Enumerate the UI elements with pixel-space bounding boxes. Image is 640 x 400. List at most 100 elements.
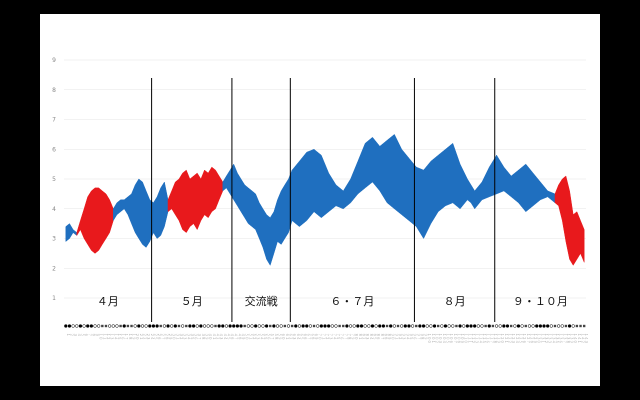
result-marker [107, 324, 112, 328]
result-marker [348, 324, 353, 328]
game-number-label: ２８ [164, 333, 168, 340]
result-marker [235, 324, 239, 328]
game-number-label: ３ [73, 333, 77, 337]
result-marker [352, 324, 356, 328]
game-number-label: １３６ [559, 333, 563, 344]
game-number-label: １１２ [471, 333, 475, 344]
game-number-label: ４６ [230, 333, 234, 340]
game-number-label: １４１ [577, 333, 581, 344]
series-band [76, 187, 114, 254]
result-marker [527, 324, 532, 328]
game-number-label: ３６ [194, 333, 198, 340]
game-number-label: ８９ [387, 333, 391, 340]
result-marker [224, 324, 229, 328]
result-marker [560, 324, 564, 328]
game-number-label: １３７ [562, 333, 566, 344]
result-marker [217, 324, 221, 328]
result-marker [509, 324, 513, 328]
result-marker [316, 324, 320, 328]
period-label: 交流戦 [245, 294, 278, 308]
result-marker [122, 324, 126, 328]
result-marker [170, 324, 174, 328]
game-number-label: １０３ [438, 333, 442, 344]
game-number-label: ８５ [373, 333, 377, 340]
game-number-label: ６７ [307, 333, 311, 340]
result-marker [210, 324, 214, 328]
game-number-label: ５３ [256, 333, 260, 340]
game-number-label: ６８ [310, 333, 314, 340]
result-marker [531, 324, 535, 328]
game-number-label: ２１ [139, 333, 143, 340]
result-marker [465, 324, 469, 328]
result-marker [455, 324, 458, 328]
period-label: ９・１０月 [513, 295, 568, 308]
period-dividers [151, 78, 496, 322]
game-number-label: １３４ [551, 333, 555, 344]
game-number-label: ２２ [143, 333, 147, 340]
result-marker [579, 324, 582, 328]
result-marker [195, 324, 199, 328]
game-number-label: ７７ [343, 333, 347, 340]
game-number-label: ６３ [292, 333, 296, 340]
result-marker [119, 324, 122, 328]
game-number-label: １４ [113, 333, 117, 340]
game-number-label: １２４ [515, 333, 519, 344]
game-number-label: ７４ [332, 333, 336, 340]
result-marker [159, 324, 162, 328]
game-number-label: ９７ [416, 333, 420, 340]
result-marker [64, 324, 68, 328]
result-marker [443, 324, 448, 328]
result-marker [305, 324, 309, 328]
game-number-label: ３９ [205, 333, 209, 340]
result-marker [297, 324, 302, 328]
y-axis: 1 2 3 4 5 6 7 8 9 [52, 57, 56, 302]
game-number-label: ５４ [259, 333, 263, 340]
result-marker [480, 324, 484, 328]
game-number-label: １３９ [570, 333, 574, 344]
result-marker [505, 324, 510, 328]
game-number-label: ２７ [161, 333, 165, 340]
game-number-label: ８３ [365, 333, 369, 340]
result-marker [221, 324, 225, 328]
game-number-label: １３１ [540, 333, 544, 344]
result-marker [246, 324, 250, 328]
game-number-label: １００ [427, 333, 431, 344]
result-marker [418, 324, 422, 328]
game-number-label: ３４ [186, 333, 190, 340]
game-number-label: ８６ [376, 333, 380, 340]
result-marker [381, 324, 386, 328]
game-number-label: ９８ [420, 333, 424, 340]
game-number-label: ５９ [278, 333, 282, 340]
game-number-label: ９９ [424, 333, 428, 340]
game-number-label: １０２ [435, 333, 439, 344]
game-number-label: ３３ [183, 333, 187, 340]
result-marker [564, 324, 568, 328]
series-band [167, 166, 224, 233]
game-number-label: １３０ [537, 333, 541, 344]
result-marker [206, 324, 210, 328]
game-number-label: ９５ [409, 333, 413, 340]
game-number-label: ２０ [135, 333, 139, 340]
result-marker [385, 324, 389, 328]
result-marker [148, 324, 152, 328]
result-marker [436, 324, 440, 328]
game-number-label: ７２ [325, 333, 329, 340]
result-marker [370, 324, 375, 328]
game-number-label: １２０ [500, 333, 504, 344]
result-marker [272, 324, 276, 328]
result-marker [250, 324, 254, 328]
game-number-label: ４７ [234, 333, 238, 340]
result-marker [283, 324, 287, 328]
period-label: ４月 [97, 295, 119, 308]
y-tick-label: 2 [52, 265, 56, 272]
game-number-label: ９０ [391, 333, 395, 340]
game-number-label: ２５ [153, 333, 157, 340]
game-number-label: ４１ [212, 333, 216, 340]
series-band [291, 134, 417, 227]
game-number-label: １０１ [431, 333, 435, 344]
result-marker [75, 324, 79, 328]
period-label: ８月 [444, 295, 466, 308]
result-marker [71, 324, 75, 328]
y-tick-label: 9 [52, 57, 56, 64]
game-number-label: ９３ [402, 333, 406, 340]
